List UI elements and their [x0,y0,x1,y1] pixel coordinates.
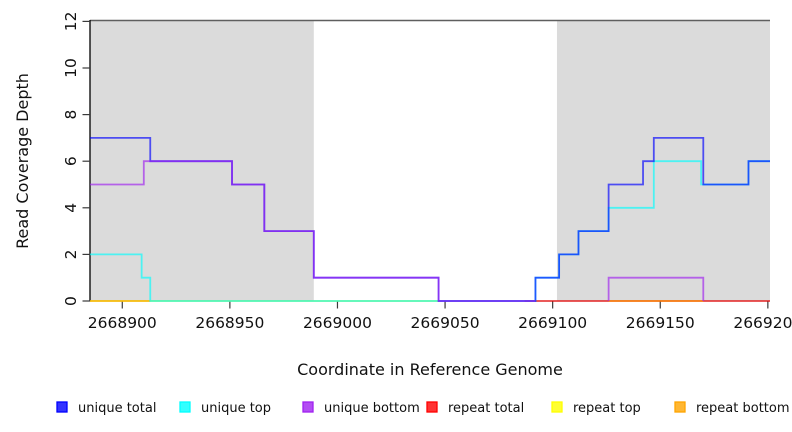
legend-item-unique-bottom: unique bottom [302,401,420,416]
x-tick-label: 2668900 [88,314,157,332]
legend-swatch-repeat-bottom [674,401,686,413]
legend-swatch-repeat-total [426,401,438,413]
y-axis-title: Read Coverage Depth [13,73,32,249]
y-tick-label: 10 [62,58,80,78]
legend-label: repeat bottom [696,401,790,416]
legend-label: repeat top [573,401,641,416]
legend-swatch-repeat-top [551,401,563,413]
legend-label: unique top [201,401,271,416]
legend-item-unique-top: unique top [179,401,271,416]
series-line-unique-bottom [90,160,536,302]
legend-swatch-unique-bottom [302,401,314,413]
legend-item-unique-total: unique total [56,401,156,416]
y-tick-label: 0 [62,296,80,306]
x-axis-title: Coordinate in Reference Genome [297,360,563,379]
y-axis-ticks: 0 2 4 6 8 10 12 [62,12,90,306]
y-tick-label: 2 [62,249,80,259]
legend-swatch-unique-top [179,401,191,413]
legend-item-repeat-top: repeat top [551,401,641,416]
x-tick-label: 2669000 [303,314,372,332]
series-layer [90,136,770,302]
x-tick-label: 2669150 [626,314,695,332]
legend-swatch-unique-total [56,401,68,413]
legend-item-repeat-total: repeat total [426,401,524,416]
x-axis-ticks: 2668900 2668950 2669000 2669050 2669100 26691… [88,301,792,332]
y-tick-label: 8 [62,110,80,120]
y-tick-label: 12 [62,12,80,32]
x-tick-label: 2669050 [411,314,480,332]
legend-label: unique total [78,401,156,416]
x-tick-label: 2668950 [195,314,264,332]
x-tick-label: 2669100 [518,314,587,332]
y-tick-label: 4 [62,203,80,213]
legend: unique total unique top unique bottom re… [56,401,790,416]
legend-item-repeat-bottom: repeat bottom [674,401,790,416]
legend-label: repeat total [448,401,524,416]
y-tick-label: 6 [62,156,80,166]
series-line-unique-bottom [607,276,705,301]
legend-label: unique bottom [324,401,420,416]
